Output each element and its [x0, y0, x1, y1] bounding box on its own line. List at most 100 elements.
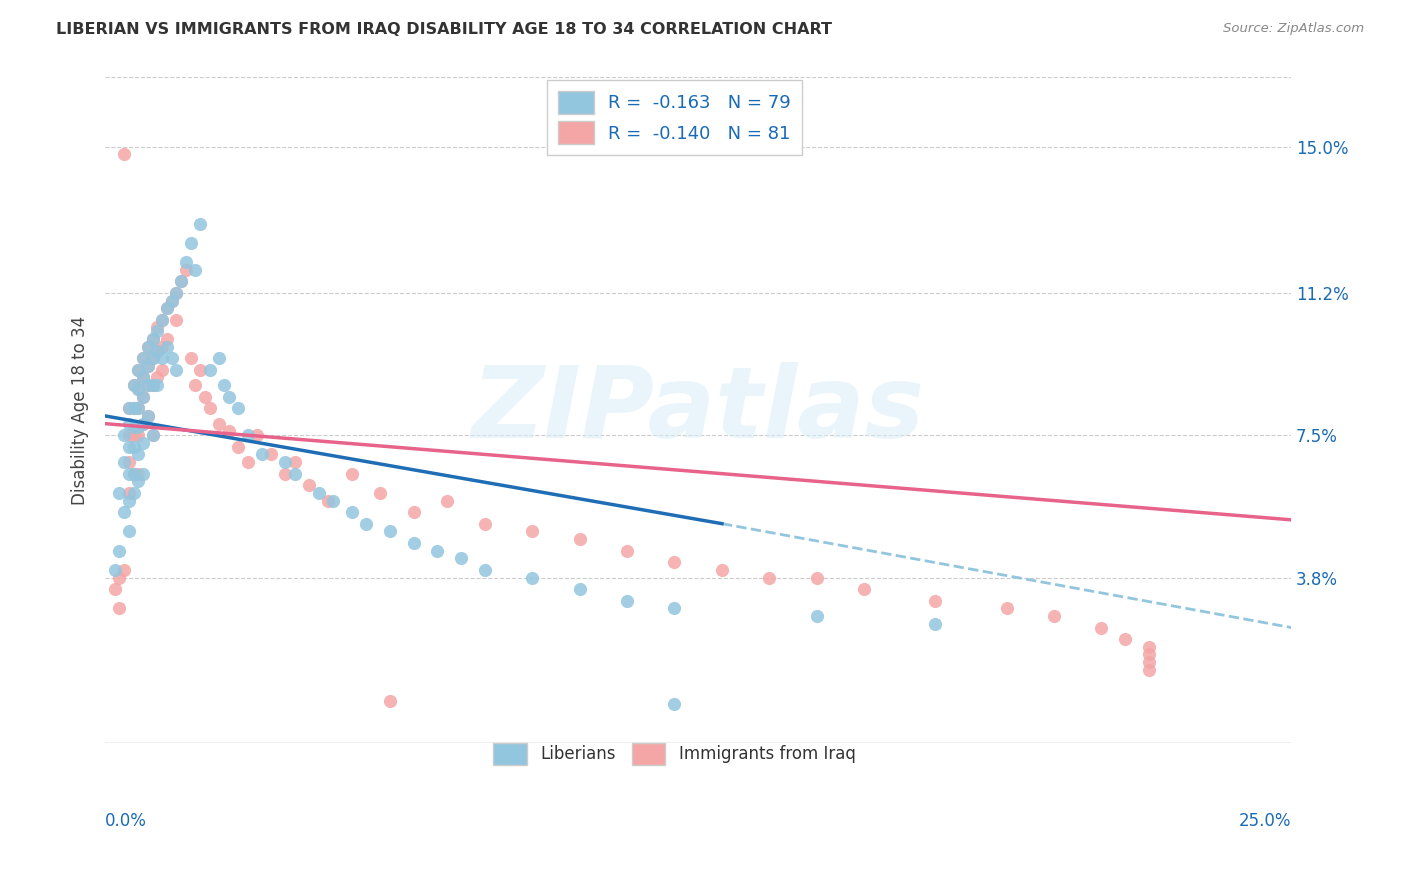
- Point: [122, 428, 145, 442]
- Point: [136, 359, 159, 373]
- Point: [146, 343, 169, 358]
- Point: [156, 340, 179, 354]
- Point: [340, 505, 363, 519]
- Point: [112, 428, 135, 442]
- Point: [758, 570, 780, 584]
- Point: [198, 363, 221, 377]
- Point: [108, 601, 131, 615]
- Point: [122, 401, 145, 416]
- Point: [568, 532, 591, 546]
- Point: [474, 563, 496, 577]
- Point: [1137, 640, 1160, 654]
- Point: [142, 378, 165, 392]
- Point: [156, 301, 179, 316]
- Point: [127, 363, 149, 377]
- Point: [1090, 621, 1112, 635]
- Point: [150, 313, 173, 327]
- Point: [160, 351, 183, 366]
- Point: [284, 467, 307, 481]
- Point: [104, 563, 127, 577]
- Point: [322, 493, 344, 508]
- Point: [274, 467, 297, 481]
- Point: [156, 301, 179, 316]
- Point: [340, 467, 363, 481]
- Y-axis label: Disability Age 18 to 34: Disability Age 18 to 34: [72, 316, 89, 505]
- Point: [108, 543, 131, 558]
- Point: [198, 401, 221, 416]
- Point: [174, 255, 197, 269]
- Point: [122, 420, 145, 434]
- Point: [136, 359, 159, 373]
- Point: [127, 467, 149, 481]
- Point: [122, 467, 145, 481]
- Point: [710, 563, 733, 577]
- Text: ZIPatlas: ZIPatlas: [471, 361, 925, 458]
- Point: [298, 478, 321, 492]
- Point: [354, 516, 377, 531]
- Point: [664, 698, 686, 712]
- Point: [218, 425, 240, 439]
- Point: [236, 455, 259, 469]
- Point: [260, 447, 283, 461]
- Point: [127, 401, 149, 416]
- Point: [142, 378, 165, 392]
- Point: [122, 378, 145, 392]
- Point: [568, 582, 591, 596]
- Point: [184, 262, 207, 277]
- Point: [132, 370, 155, 384]
- Point: [995, 601, 1018, 615]
- Point: [853, 582, 876, 596]
- Text: LIBERIAN VS IMMIGRANTS FROM IRAQ DISABILITY AGE 18 TO 34 CORRELATION CHART: LIBERIAN VS IMMIGRANTS FROM IRAQ DISABIL…: [56, 22, 832, 37]
- Point: [308, 486, 330, 500]
- Point: [150, 313, 173, 327]
- Point: [118, 440, 141, 454]
- Point: [150, 363, 173, 377]
- Point: [132, 390, 155, 404]
- Point: [180, 351, 202, 366]
- Point: [132, 467, 155, 481]
- Point: [474, 516, 496, 531]
- Point: [170, 274, 193, 288]
- Point: [208, 351, 231, 366]
- Point: [402, 536, 425, 550]
- Point: [136, 378, 159, 392]
- Point: [142, 428, 165, 442]
- Point: [127, 475, 149, 489]
- Text: Source: ZipAtlas.com: Source: ZipAtlas.com: [1223, 22, 1364, 36]
- Point: [1137, 648, 1160, 662]
- Point: [142, 351, 165, 366]
- Point: [450, 551, 472, 566]
- Point: [132, 351, 155, 366]
- Point: [378, 693, 401, 707]
- Point: [127, 447, 149, 461]
- Point: [112, 505, 135, 519]
- Point: [370, 486, 392, 500]
- Point: [436, 493, 458, 508]
- Point: [165, 285, 187, 300]
- Point: [132, 351, 155, 366]
- Point: [208, 417, 231, 431]
- Point: [160, 293, 183, 308]
- Point: [118, 428, 141, 442]
- Point: [284, 455, 307, 469]
- Point: [806, 570, 828, 584]
- Point: [664, 555, 686, 569]
- Point: [1043, 609, 1066, 624]
- Point: [165, 363, 187, 377]
- Point: [127, 428, 149, 442]
- Point: [188, 363, 211, 377]
- Point: [122, 467, 145, 481]
- Point: [274, 455, 297, 469]
- Point: [226, 401, 249, 416]
- Point: [108, 486, 131, 500]
- Text: 25.0%: 25.0%: [1239, 813, 1291, 830]
- Point: [924, 593, 946, 607]
- Point: [136, 340, 159, 354]
- Point: [246, 428, 269, 442]
- Point: [122, 401, 145, 416]
- Point: [108, 570, 131, 584]
- Point: [136, 409, 159, 423]
- Point: [316, 493, 339, 508]
- Point: [142, 428, 165, 442]
- Point: [1137, 663, 1160, 677]
